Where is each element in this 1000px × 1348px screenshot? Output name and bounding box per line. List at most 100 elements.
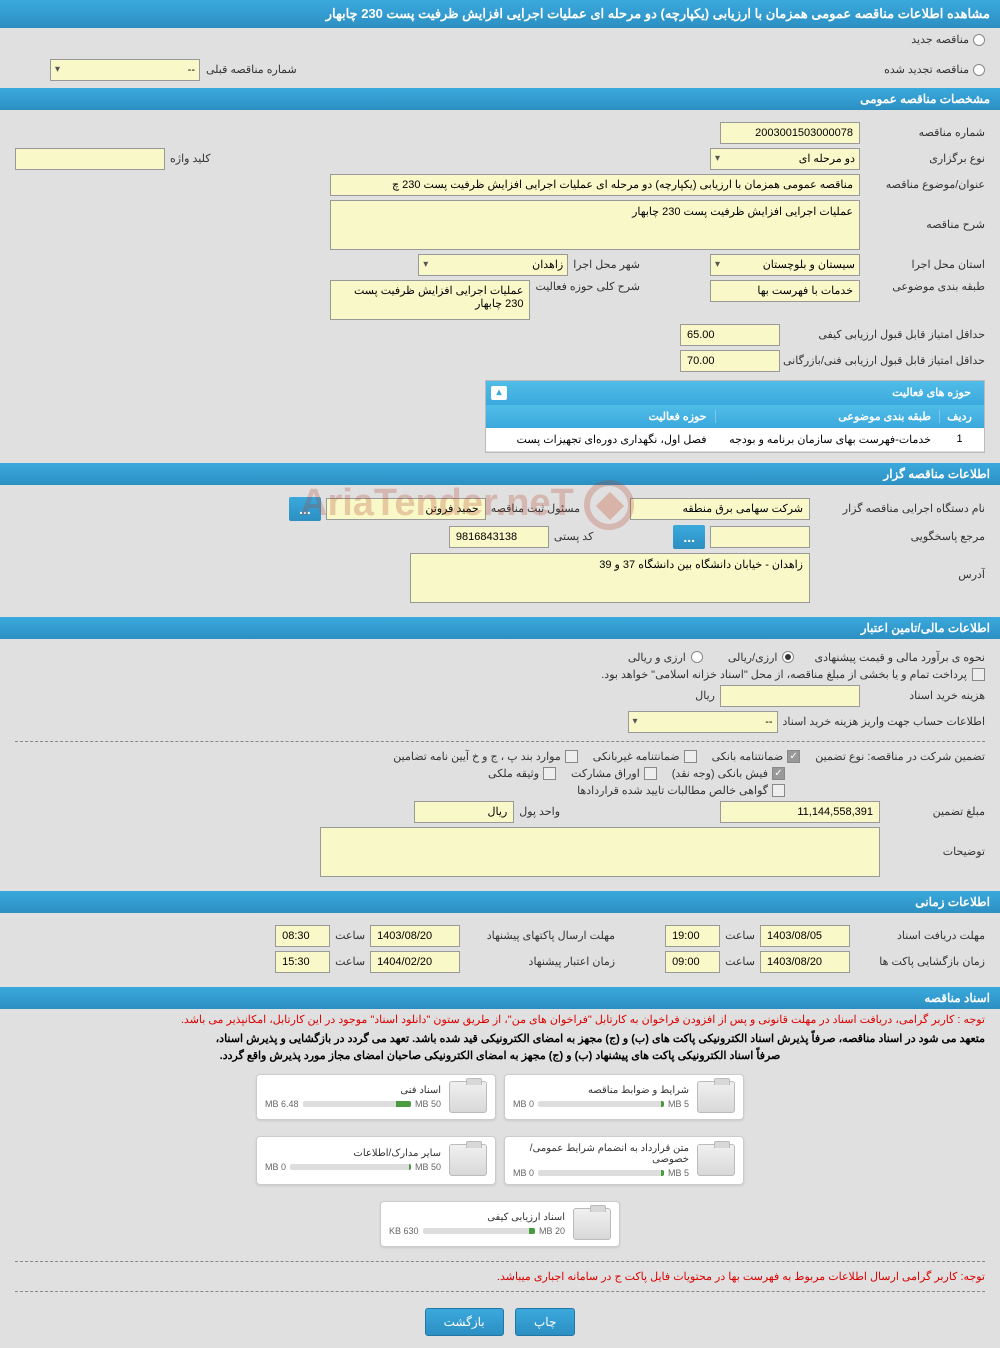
warning-2: متعهد می شود در اسناد مناقصه، صرفاً پذیر… bbox=[0, 1030, 1000, 1047]
bank-receipt-checkbox[interactable] bbox=[772, 767, 785, 780]
warning-1: توجه : کاربر گرامی، دریافت اسناد در مهلت… bbox=[0, 1009, 1000, 1030]
file-progress-bar bbox=[290, 1164, 411, 1170]
securities-checkbox[interactable] bbox=[644, 767, 657, 780]
province-label: استان محل اجرا bbox=[865, 258, 985, 271]
doc-cost-field[interactable] bbox=[720, 685, 860, 707]
activity-desc-field[interactable]: عملیات اجرایی افزایش ظرفیت پست 230 چابها… bbox=[330, 280, 530, 320]
time-label-4: ساعت bbox=[335, 955, 365, 968]
file-title: اسناد ارزیابی کیفی bbox=[389, 1212, 565, 1223]
registrar-label: مسئول ثبت مناقصه bbox=[491, 502, 580, 515]
validity-time[interactable]: 15:30 bbox=[275, 951, 330, 973]
file-title: متن قرارداد به انضمام شرایط عمومی/خصوصی bbox=[513, 1143, 689, 1165]
file-total: 20 MB bbox=[539, 1226, 565, 1236]
treasury-checkbox[interactable] bbox=[972, 668, 985, 681]
section-financial: اطلاعات مالی/تامین اعتبار bbox=[0, 617, 1000, 639]
collapse-icon[interactable]: ▴ bbox=[491, 386, 507, 400]
agency-field: شرکت سهامی برق منطقه bbox=[630, 498, 810, 520]
file-card[interactable]: اسناد فنی 50 MB 6.48 MB bbox=[256, 1074, 496, 1120]
opening-label: زمان بازگشایی پاکت ها bbox=[855, 955, 985, 968]
activity-table-columns: ردیف طبقه بندی موضوعی حوزه فعالیت bbox=[486, 405, 984, 428]
file-card[interactable]: متن قرارداد به انضمام شرایط عمومی/خصوصی … bbox=[504, 1136, 744, 1185]
description-field[interactable]: عملیات اجرایی افزایش ظرفیت پست 230 چابها… bbox=[330, 200, 860, 250]
file-total: 5 MB bbox=[668, 1099, 689, 1109]
radio-rial[interactable] bbox=[782, 651, 794, 663]
time-label-3: ساعت bbox=[725, 955, 755, 968]
notes-field[interactable] bbox=[320, 827, 880, 877]
bid-deadline-label: مهلت ارسال پاکتهای پیشنهاد bbox=[465, 929, 615, 942]
contact-label: مرجع پاسخگویی bbox=[815, 530, 985, 543]
qual-score-field[interactable]: 65.00 bbox=[680, 324, 780, 346]
folder-icon bbox=[573, 1208, 611, 1240]
opening-date[interactable]: 1403/08/20 bbox=[760, 951, 850, 973]
receivables-label: گواهی خالص مطالبات تایید شده قراردادها bbox=[577, 784, 768, 797]
validity-label: زمان اعتبار پیشنهاد bbox=[465, 955, 615, 968]
doc-deadline-date[interactable]: 1403/08/05 bbox=[760, 925, 850, 947]
bylaw-label: موارد بند پ ، ج و خ آیین نامه تضامین bbox=[393, 750, 560, 763]
file-progress-bar bbox=[423, 1228, 535, 1234]
guarantee-amount-label: مبلغ تضمین bbox=[885, 805, 985, 818]
file-card[interactable]: سایر مدارک/اطلاعات 50 MB 0 MB bbox=[256, 1136, 496, 1185]
holding-type-select[interactable]: دو مرحله ای ▾ bbox=[710, 148, 860, 170]
folder-icon bbox=[449, 1144, 487, 1176]
prev-number-label: شماره مناقصه قبلی bbox=[206, 63, 297, 76]
postal-field[interactable]: 9816843138 bbox=[449, 526, 549, 548]
radio-renewed-tender[interactable] bbox=[973, 64, 985, 76]
file-progress-bar bbox=[303, 1101, 411, 1107]
prev-number-select[interactable]: -- ▾ bbox=[50, 59, 200, 81]
registrar-more-button[interactable]: ... bbox=[289, 497, 321, 521]
radio-new-tender[interactable] bbox=[973, 34, 985, 46]
opening-time[interactable]: 09:00 bbox=[665, 951, 720, 973]
contact-more-button[interactable]: ... bbox=[673, 525, 705, 549]
file-card[interactable]: شرایط و ضوابط مناقصه 5 MB 0 MB bbox=[504, 1074, 744, 1120]
files-grid: شرایط و ضوابط مناقصه 5 MB 0 MB اسناد فنی… bbox=[0, 1064, 1000, 1257]
keyword-label: کلید واژه bbox=[170, 152, 210, 165]
section-general: مشخصات مناقصه عمومی bbox=[0, 88, 1000, 110]
keyword-field[interactable] bbox=[15, 148, 165, 170]
activity-desc-label: شرح کلی حوزه فعالیت bbox=[535, 280, 640, 293]
property-label: وثیقه ملکی bbox=[488, 767, 539, 780]
deposit-account-select[interactable]: -- ▾ bbox=[628, 711, 778, 733]
file-used: 0 MB bbox=[265, 1162, 286, 1172]
address-label: آدرس bbox=[815, 553, 985, 581]
file-total: 5 MB bbox=[668, 1168, 689, 1178]
warning-3: صرفاً اسناد الکترونیکی پاکت های پیشنهاد … bbox=[0, 1047, 1000, 1064]
print-button[interactable]: چاپ bbox=[515, 1308, 575, 1336]
rial-unit: ریال bbox=[695, 689, 715, 702]
city-select[interactable]: زاهدان ▾ bbox=[418, 254, 568, 276]
property-checkbox[interactable] bbox=[543, 767, 556, 780]
file-progress-bar bbox=[538, 1170, 664, 1176]
file-used: 630 KB bbox=[389, 1226, 419, 1236]
divider bbox=[15, 741, 985, 742]
back-button[interactable]: بازگشت bbox=[425, 1308, 504, 1336]
currency-unit-field: ریال bbox=[414, 801, 514, 823]
section-documents: اسناد مناقصه bbox=[0, 987, 1000, 1009]
validity-date[interactable]: 1404/02/20 bbox=[370, 951, 460, 973]
receivables-checkbox[interactable] bbox=[772, 784, 785, 797]
subject-field[interactable]: مناقصه عمومی همزمان با ارزیابی (یکپارچه)… bbox=[330, 174, 860, 196]
new-tender-label: مناقصه جدید bbox=[911, 33, 969, 46]
file-total: 50 MB bbox=[415, 1162, 441, 1172]
contact-field[interactable] bbox=[710, 526, 810, 548]
time-label-2: ساعت bbox=[335, 929, 365, 942]
tender-no-field: 2003001503000078 bbox=[720, 122, 860, 144]
doc-deadline-time[interactable]: 19:00 bbox=[665, 925, 720, 947]
nonbank-guarantee-checkbox[interactable] bbox=[684, 750, 697, 763]
activity-table-header: حوزه های فعالیت ▴ bbox=[486, 381, 984, 405]
bylaw-checkbox[interactable] bbox=[565, 750, 578, 763]
file-card[interactable]: اسناد ارزیابی کیفی 20 MB 630 KB bbox=[380, 1201, 620, 1247]
page-title: مشاهده اطلاعات مناقصه عمومی همزمان با ار… bbox=[0, 0, 1000, 28]
tech-score-field[interactable]: 70.00 bbox=[680, 350, 780, 372]
time-label-1: ساعت bbox=[725, 929, 755, 942]
renewed-tender-label: مناقصه تجدید شده bbox=[884, 63, 969, 76]
doc-cost-label: هزینه خرید اسناد bbox=[865, 689, 985, 702]
province-select[interactable]: سیستان و بلوچستان ▾ bbox=[710, 254, 860, 276]
category-field[interactable]: خدمات با فهرست بها bbox=[710, 280, 860, 302]
bid-deadline-date[interactable]: 1403/08/20 bbox=[370, 925, 460, 947]
bank-guarantee-checkbox[interactable] bbox=[787, 750, 800, 763]
guarantee-amount-field[interactable]: 11,144,558,391 bbox=[720, 801, 880, 823]
address-field[interactable]: زاهدان - خیابان دانشگاه بین دانشگاه 37 و… bbox=[410, 553, 810, 603]
bid-deadline-time[interactable]: 08:30 bbox=[275, 925, 330, 947]
warning-4: توجه: کاربر گرامی ارسال اطلاعات مربوط به… bbox=[0, 1266, 1000, 1287]
file-title: سایر مدارک/اطلاعات bbox=[265, 1148, 441, 1159]
radio-foreign[interactable] bbox=[691, 651, 703, 663]
